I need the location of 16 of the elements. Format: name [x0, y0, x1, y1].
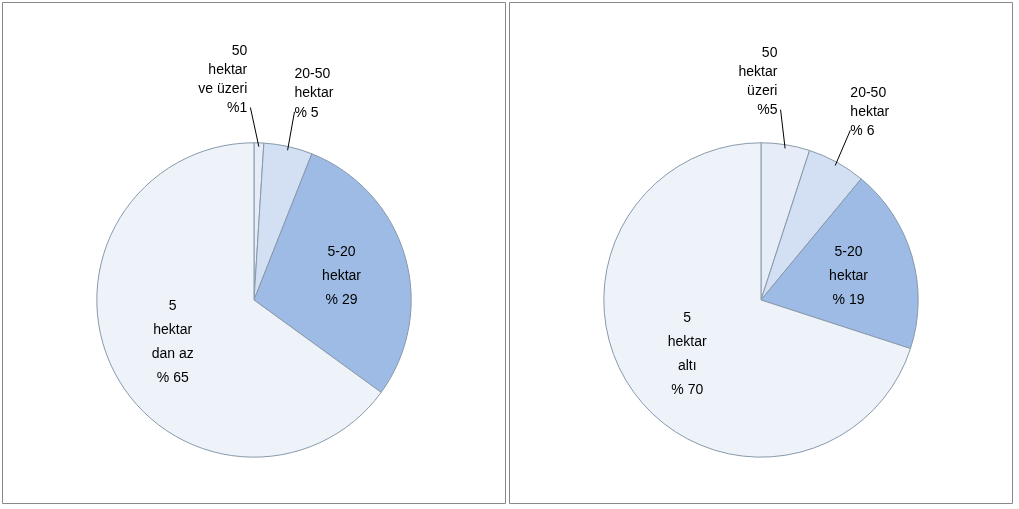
slice-label: 50 hektar üzeri: [738, 43, 778, 99]
slice-label: 5-20 hektar: [322, 242, 362, 283]
data-label: %1: [227, 99, 248, 116]
data-label: % 19: [832, 290, 865, 307]
slice-label: 5 hektar altı: [667, 309, 708, 374]
data-label: % 5: [294, 103, 319, 120]
slice-label: 20-50 hektar: [850, 83, 890, 119]
slice-label: 20-50 hektar: [294, 65, 334, 101]
data-label: % 65: [156, 369, 189, 386]
data-label: % 29: [325, 290, 358, 307]
slice-label: 50 hektar ve üzeri: [198, 41, 248, 97]
slice-label: 5-20 hektar: [829, 242, 869, 283]
data-label: % 6: [850, 122, 875, 139]
data-label: % 70: [671, 381, 704, 398]
data-label: %5: [757, 101, 778, 118]
slice-label: 5 hektar dan az: [151, 297, 194, 362]
